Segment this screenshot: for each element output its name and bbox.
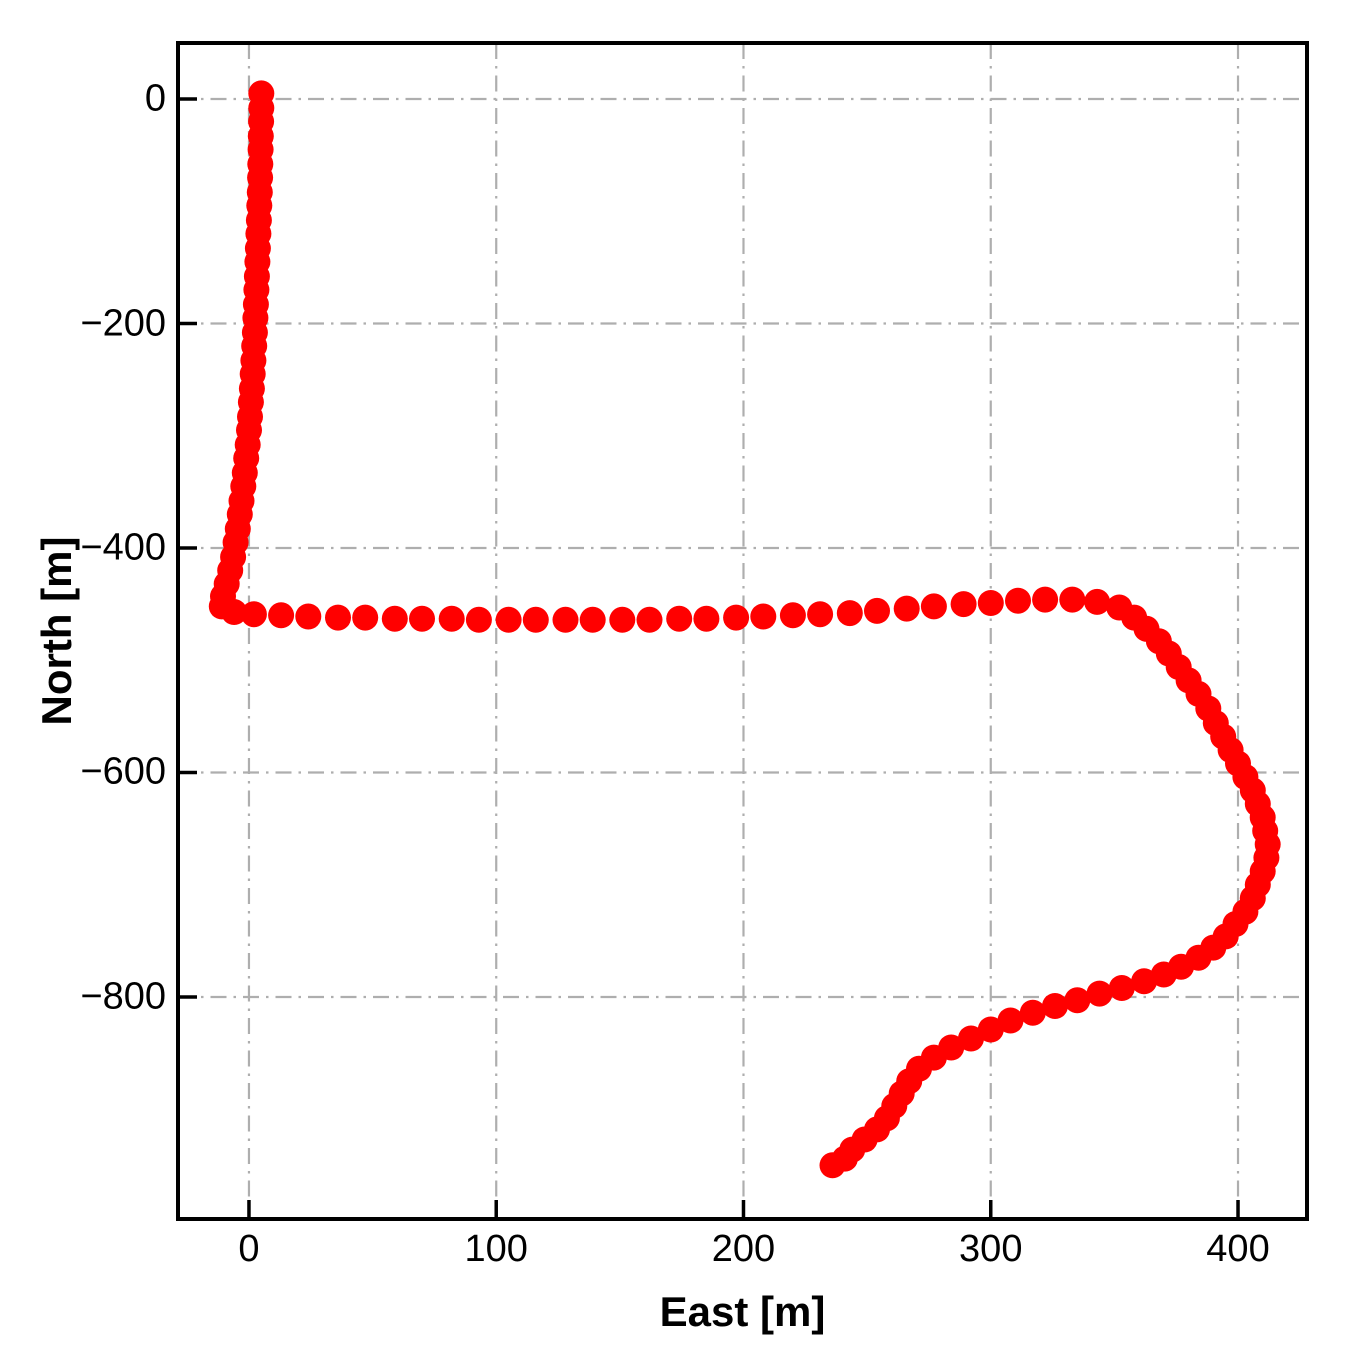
data-point-marker (609, 606, 636, 633)
y-tick-label: 0 (144, 77, 166, 120)
data-point-marker (977, 1016, 1004, 1043)
data-point-marker (495, 606, 522, 633)
data-point-marker (666, 605, 693, 632)
data-point-marker (977, 590, 1004, 616)
data-point-marker (325, 604, 351, 631)
data-point-marker (522, 606, 549, 633)
data-point-marker (693, 605, 720, 632)
data-point-marker (240, 601, 267, 628)
data-point-marker (352, 604, 379, 631)
data-point-marker (636, 606, 663, 633)
data-point-marker (958, 1025, 984, 1052)
data-point-marker (409, 605, 435, 632)
data-point-marker (864, 597, 890, 624)
data-point-marker (807, 601, 834, 628)
data-point-marker (1032, 586, 1059, 613)
x-tick-label: 200 (711, 1228, 776, 1270)
x-tick-label: 400 (1206, 1228, 1270, 1270)
data-point-marker (950, 591, 977, 618)
trajectory-points (208, 80, 1281, 1179)
data-point-marker (465, 606, 492, 633)
y-tick-label: −400 (80, 526, 166, 569)
data-point-marker (1019, 999, 1046, 1026)
y-tick-label: −800 (80, 975, 166, 1018)
data-point-marker (1005, 587, 1031, 614)
x-axis-title: East [m] (659, 1288, 826, 1335)
data-point-marker (438, 605, 465, 632)
data-point-marker (268, 602, 295, 629)
data-point-marker (1059, 586, 1086, 613)
data-point-marker (997, 1007, 1024, 1034)
x-tick-label: 100 (464, 1228, 528, 1270)
data-point-marker (1150, 961, 1177, 988)
data-point-marker (1131, 968, 1158, 995)
data-point-marker (295, 603, 322, 630)
data-point-marker (1064, 987, 1091, 1014)
data-point-marker (552, 606, 579, 633)
data-point-marker (779, 602, 806, 629)
data-point-marker (579, 606, 606, 633)
data-point-marker (723, 604, 750, 631)
data-point-marker (381, 605, 408, 632)
data-point-marker (893, 595, 920, 622)
data-point-marker (819, 1152, 846, 1179)
data-point-marker (221, 599, 248, 625)
x-tick-label: 300 (959, 1228, 1023, 1270)
x-tick-label: 0 (238, 1228, 260, 1270)
y-tick-label: −600 (80, 750, 166, 793)
data-point-marker (1084, 588, 1111, 615)
data-point-marker (1108, 975, 1135, 1001)
gridlines (178, 43, 1307, 1219)
data-point-marker (920, 593, 947, 620)
data-point-marker (750, 603, 777, 630)
y-axis-title: North [m] (33, 536, 80, 726)
data-point-marker (836, 600, 863, 627)
tick-marks (178, 97, 1240, 1219)
data-point-marker (1086, 980, 1113, 1007)
y-tick-label: −200 (80, 302, 166, 344)
data-point-marker (1042, 993, 1068, 1019)
